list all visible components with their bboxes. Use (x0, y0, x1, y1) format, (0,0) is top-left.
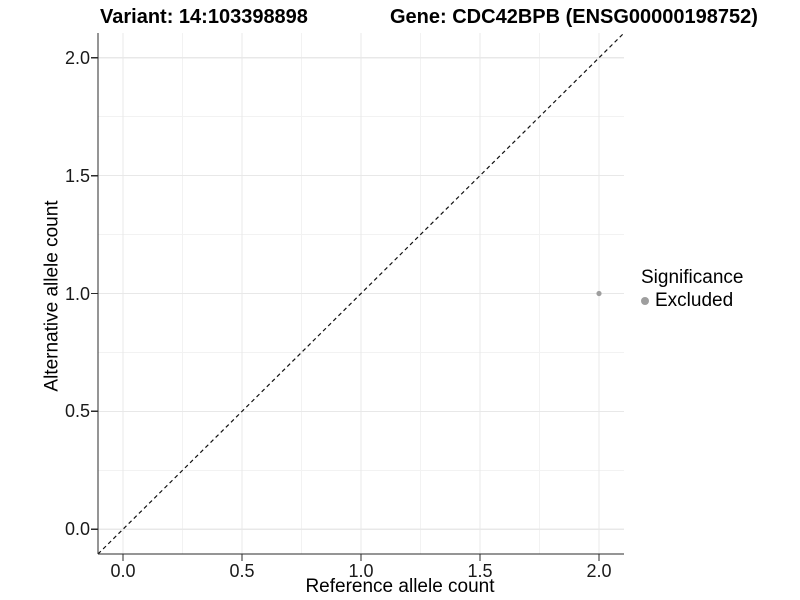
data-point (596, 290, 602, 297)
y-tick-label: 1.5 (64, 165, 90, 186)
x-tick-label: 1.5 (467, 561, 493, 581)
identity-dashed-line (97, 32, 625, 555)
y-tick-label: 1.0 (64, 283, 90, 304)
legend-title: Significance (641, 267, 744, 288)
y-tick-label: 0.0 (64, 519, 90, 540)
excluded-point-marker-icon (641, 297, 649, 305)
x-tick-label: 2.0 (586, 561, 612, 581)
legend-item-excluded: Excluded (641, 290, 743, 312)
x-tick-label: 0.0 (110, 561, 136, 581)
x-axis-title: Reference allele count (305, 576, 495, 597)
legend: Significance Excluded (641, 267, 743, 312)
y-axis-title: Alternative allele count (41, 200, 63, 392)
x-tick-label: 1.0 (348, 561, 374, 581)
y-tick-label: 0.5 (64, 401, 90, 422)
legend-item-label: Excluded (655, 290, 734, 311)
x-tick-label: 0.5 (229, 561, 255, 581)
variant-title: Variant: 14:103398898 (100, 6, 308, 28)
gene-title: Gene: CDC42BPB (ENSG00000198752) (390, 6, 758, 28)
y-tick-label: 2.0 (64, 47, 90, 68)
